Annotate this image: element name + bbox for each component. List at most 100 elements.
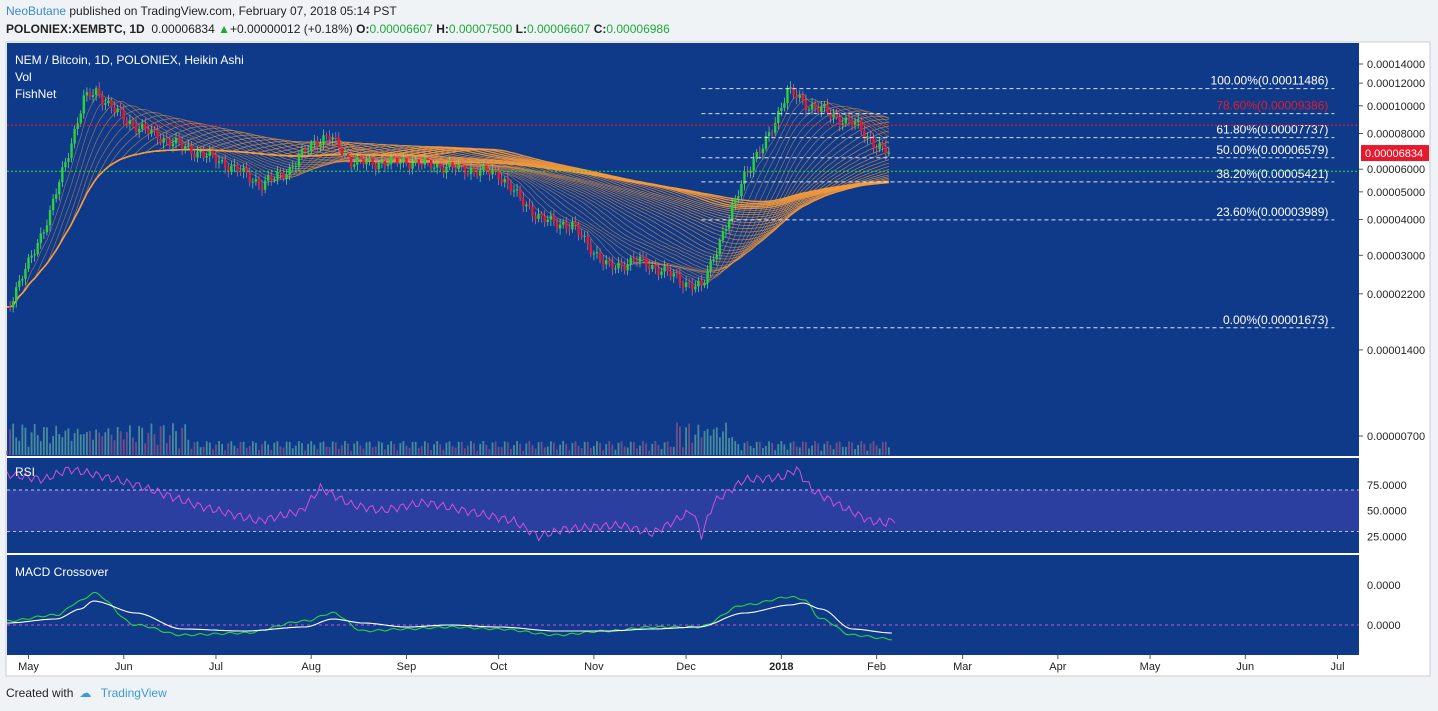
- tradingview-link[interactable]: TradingView: [100, 686, 167, 700]
- candle-body: [589, 244, 593, 255]
- volume-bar: [688, 423, 691, 455]
- volume-bar: [482, 441, 485, 455]
- candle-body: [875, 147, 878, 150]
- candle-body: [786, 88, 789, 104]
- candle-body: [190, 145, 193, 154]
- candle-body: [617, 262, 620, 269]
- volume-bar: [519, 443, 522, 455]
- volume-bar: [642, 441, 644, 455]
- candle-body: [205, 155, 208, 158]
- volume-bar: [70, 440, 73, 455]
- author-link[interactable]: NeoButane: [6, 4, 67, 18]
- candle-body: [294, 165, 298, 167]
- time-tick-label: Mar: [953, 661, 972, 673]
- volume-bar: [777, 444, 780, 455]
- volume-bar: [377, 441, 380, 455]
- volume-bar: [89, 431, 91, 455]
- volume-bar: [771, 442, 774, 455]
- volume-bar: [49, 443, 51, 455]
- volume-bar: [848, 441, 850, 455]
- candle-body: [36, 242, 39, 255]
- volume-bar: [543, 447, 546, 455]
- volume-bar: [657, 444, 660, 455]
- volume-bar: [196, 441, 199, 455]
- volume-bar: [368, 441, 371, 455]
- candle-body: [789, 87, 792, 89]
- candle-body: [482, 165, 485, 171]
- candle-body: [604, 260, 608, 265]
- candle-body: [841, 123, 844, 126]
- candle-body: [42, 232, 46, 234]
- volume-bar: [307, 443, 310, 455]
- volume-bar: [694, 434, 697, 455]
- candle-body: [887, 152, 891, 154]
- volume-bar: [817, 443, 820, 455]
- candle-body: [18, 280, 21, 288]
- volume-bar: [743, 443, 746, 455]
- published-text: published on TradingView.com, February 0…: [66, 4, 397, 18]
- volume-bar: [632, 442, 635, 455]
- candle-body: [866, 136, 869, 139]
- volume-bar: [144, 443, 147, 455]
- volume-bar: [712, 429, 715, 455]
- volume-bar: [685, 427, 687, 455]
- volume-bar: [863, 443, 866, 455]
- fishnet-line: [6, 97, 890, 308]
- candle-body: [684, 282, 688, 288]
- candle-body: [316, 140, 319, 147]
- low-label: L:: [515, 22, 527, 36]
- candle-body: [555, 221, 559, 229]
- volume-bar: [125, 431, 128, 455]
- candle-body: [24, 268, 27, 279]
- volume-bar: [663, 442, 666, 455]
- price-pane[interactable]: [7, 43, 1359, 456]
- volume-bar: [884, 441, 887, 455]
- candle-body: [838, 116, 841, 126]
- candle-body: [620, 262, 623, 266]
- candle-body: [543, 216, 546, 223]
- candle-body: [798, 95, 801, 98]
- volume-bar: [586, 441, 589, 455]
- price-tick-label: 0.00010000: [1367, 101, 1425, 113]
- candle-body: [306, 151, 310, 153]
- volume-bar: [497, 446, 500, 455]
- volume-bar: [211, 449, 214, 455]
- volume-bar: [546, 446, 549, 455]
- candle-body: [574, 221, 577, 225]
- candle-body: [780, 107, 783, 112]
- volume-bar: [589, 447, 592, 455]
- volume-bar: [46, 427, 48, 455]
- candle-body: [770, 132, 774, 134]
- volume-bar: [374, 446, 377, 455]
- candle-body: [746, 171, 749, 173]
- time-axis[interactable]: May Jun Jul Aug Sep Oct Nov Dec 2018 Feb Mar Apr May…: [18, 655, 1345, 673]
- candle-body: [577, 224, 580, 235]
- candle-body: [497, 170, 500, 179]
- volume-bar: [553, 442, 555, 455]
- volume-bar: [651, 443, 654, 455]
- candle-body: [297, 155, 301, 166]
- macd-pane[interactable]: [7, 555, 1359, 655]
- candle-body: [273, 178, 276, 180]
- candle-body: [11, 301, 15, 308]
- volume-bar: [135, 442, 137, 455]
- fibonacci-levels: 100.00%(0.00011486) 78.60%(0.00009386) 61.…: [701, 74, 1335, 329]
- volume-bar: [823, 443, 826, 455]
- ohlc-line: POLONIEX:XEMBTC, 1D 0.00006834 ▲+0.00000…: [6, 22, 670, 36]
- candle-body: [405, 157, 408, 164]
- candle-body: [721, 231, 725, 240]
- price-tick-label: 0.00005000: [1367, 187, 1425, 199]
- price-axis[interactable]: 0.00014000 0.00012000 0.00010000 0.00008000…: [1359, 59, 1429, 632]
- volume-bar: [334, 442, 337, 455]
- volume-bar: [522, 450, 525, 455]
- tradingview-logo-icon[interactable]: ☁: [79, 686, 92, 700]
- candle-body: [494, 169, 497, 171]
- volume-bar: [414, 441, 417, 455]
- candle-body: [737, 196, 740, 199]
- candle-body: [512, 190, 516, 192]
- volume-bar: [39, 441, 42, 455]
- volume-bar: [33, 423, 36, 455]
- candle-body: [233, 164, 236, 166]
- candle-body: [783, 103, 786, 108]
